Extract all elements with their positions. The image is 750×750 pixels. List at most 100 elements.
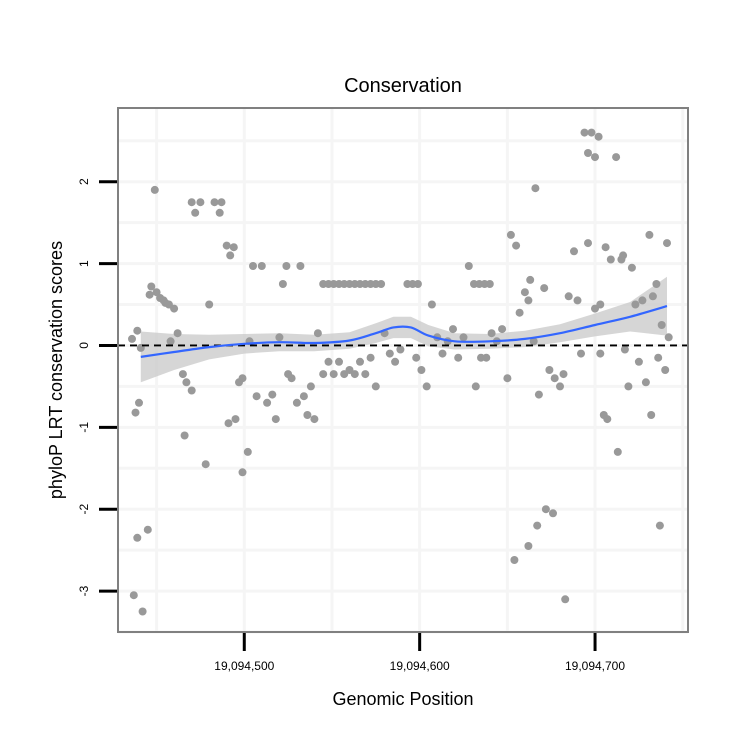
data-point (533, 521, 542, 530)
data-point (559, 370, 568, 379)
data-point (655, 521, 664, 530)
data-point (601, 243, 610, 252)
data-point (222, 241, 231, 250)
data-point (584, 149, 592, 157)
data-point (412, 353, 421, 362)
data-point (135, 398, 143, 407)
data-point (282, 262, 291, 270)
data-point (324, 357, 333, 366)
data-point (541, 505, 550, 514)
data-point (549, 509, 557, 518)
data-point (143, 525, 152, 534)
data-point (166, 337, 175, 346)
data-point (271, 415, 280, 424)
data-point (306, 382, 315, 391)
data-point (645, 230, 654, 239)
data-point (540, 284, 549, 293)
data-point (133, 326, 142, 335)
data-point (520, 288, 529, 297)
data-point (187, 198, 196, 207)
data-point (648, 292, 657, 301)
data-point (564, 292, 573, 301)
data-point (631, 300, 640, 309)
smooth-line (140, 305, 668, 358)
data-point (577, 349, 585, 358)
data-point (335, 357, 343, 366)
y-tick-label: -3 (77, 585, 91, 596)
y-tick-label: -2 (77, 504, 91, 515)
data-point (524, 296, 533, 305)
confidence-band-group (140, 276, 668, 383)
y-tick-label: 0 (77, 342, 91, 349)
data-point (215, 208, 224, 217)
data-point (287, 374, 296, 383)
data-point (485, 280, 494, 288)
data-point (422, 382, 431, 391)
data-point (624, 382, 633, 391)
data-point (226, 251, 235, 260)
data-point (238, 468, 247, 477)
data-point (238, 374, 247, 383)
data-point (498, 325, 507, 334)
data-point (268, 390, 277, 399)
y-axis-title: phyloP LRT conservation scores (46, 241, 66, 499)
data-point (594, 132, 603, 141)
data-point (210, 198, 219, 207)
data-point (524, 542, 533, 550)
data-point (377, 280, 386, 288)
data-point (296, 262, 305, 270)
data-point (619, 251, 628, 260)
data-point (529, 337, 538, 346)
data-point (178, 370, 187, 379)
data-point (205, 300, 214, 309)
data-point (627, 263, 636, 272)
points-group (128, 128, 673, 616)
data-point (556, 382, 564, 391)
data-point (596, 349, 605, 358)
chart-title: Conservation (344, 75, 462, 97)
data-point (299, 392, 308, 401)
data-point (231, 415, 240, 424)
data-point (252, 392, 261, 401)
data-point (275, 333, 284, 342)
data-point (385, 349, 394, 358)
data-point (657, 321, 666, 329)
data-point (654, 353, 663, 362)
y-tick-label: -1 (77, 422, 91, 433)
data-point (570, 247, 578, 256)
data-point (482, 353, 491, 362)
data-point (303, 411, 312, 419)
data-point (612, 153, 621, 162)
data-point (150, 185, 159, 194)
data-point (310, 415, 319, 424)
data-point (573, 296, 582, 305)
data-point (170, 304, 179, 313)
data-point (173, 329, 182, 338)
data-point (580, 128, 589, 137)
data-point (531, 184, 540, 193)
data-point (503, 374, 512, 383)
y-tick-label: 1 (77, 260, 91, 267)
grid (118, 108, 688, 634)
data-point (647, 411, 656, 419)
data-point (641, 378, 650, 387)
data-point (145, 290, 154, 299)
data-point (510, 556, 519, 564)
data-point (413, 280, 422, 288)
data-point (561, 595, 570, 604)
data-point (427, 300, 436, 309)
y-tick-label: 2 (77, 178, 91, 185)
data-point (152, 288, 161, 297)
data-point (526, 275, 535, 284)
data-point (638, 296, 647, 305)
data-point (313, 329, 322, 338)
data-point (182, 378, 191, 387)
data-point (257, 262, 266, 270)
data-point (371, 382, 380, 391)
panel-border (117, 107, 689, 633)
x-axis-title: Genomic Position (332, 689, 473, 709)
data-point (196, 198, 205, 207)
y-axis: -3 -2 -1 0 1 2 (77, 178, 117, 596)
data-point (506, 230, 515, 239)
